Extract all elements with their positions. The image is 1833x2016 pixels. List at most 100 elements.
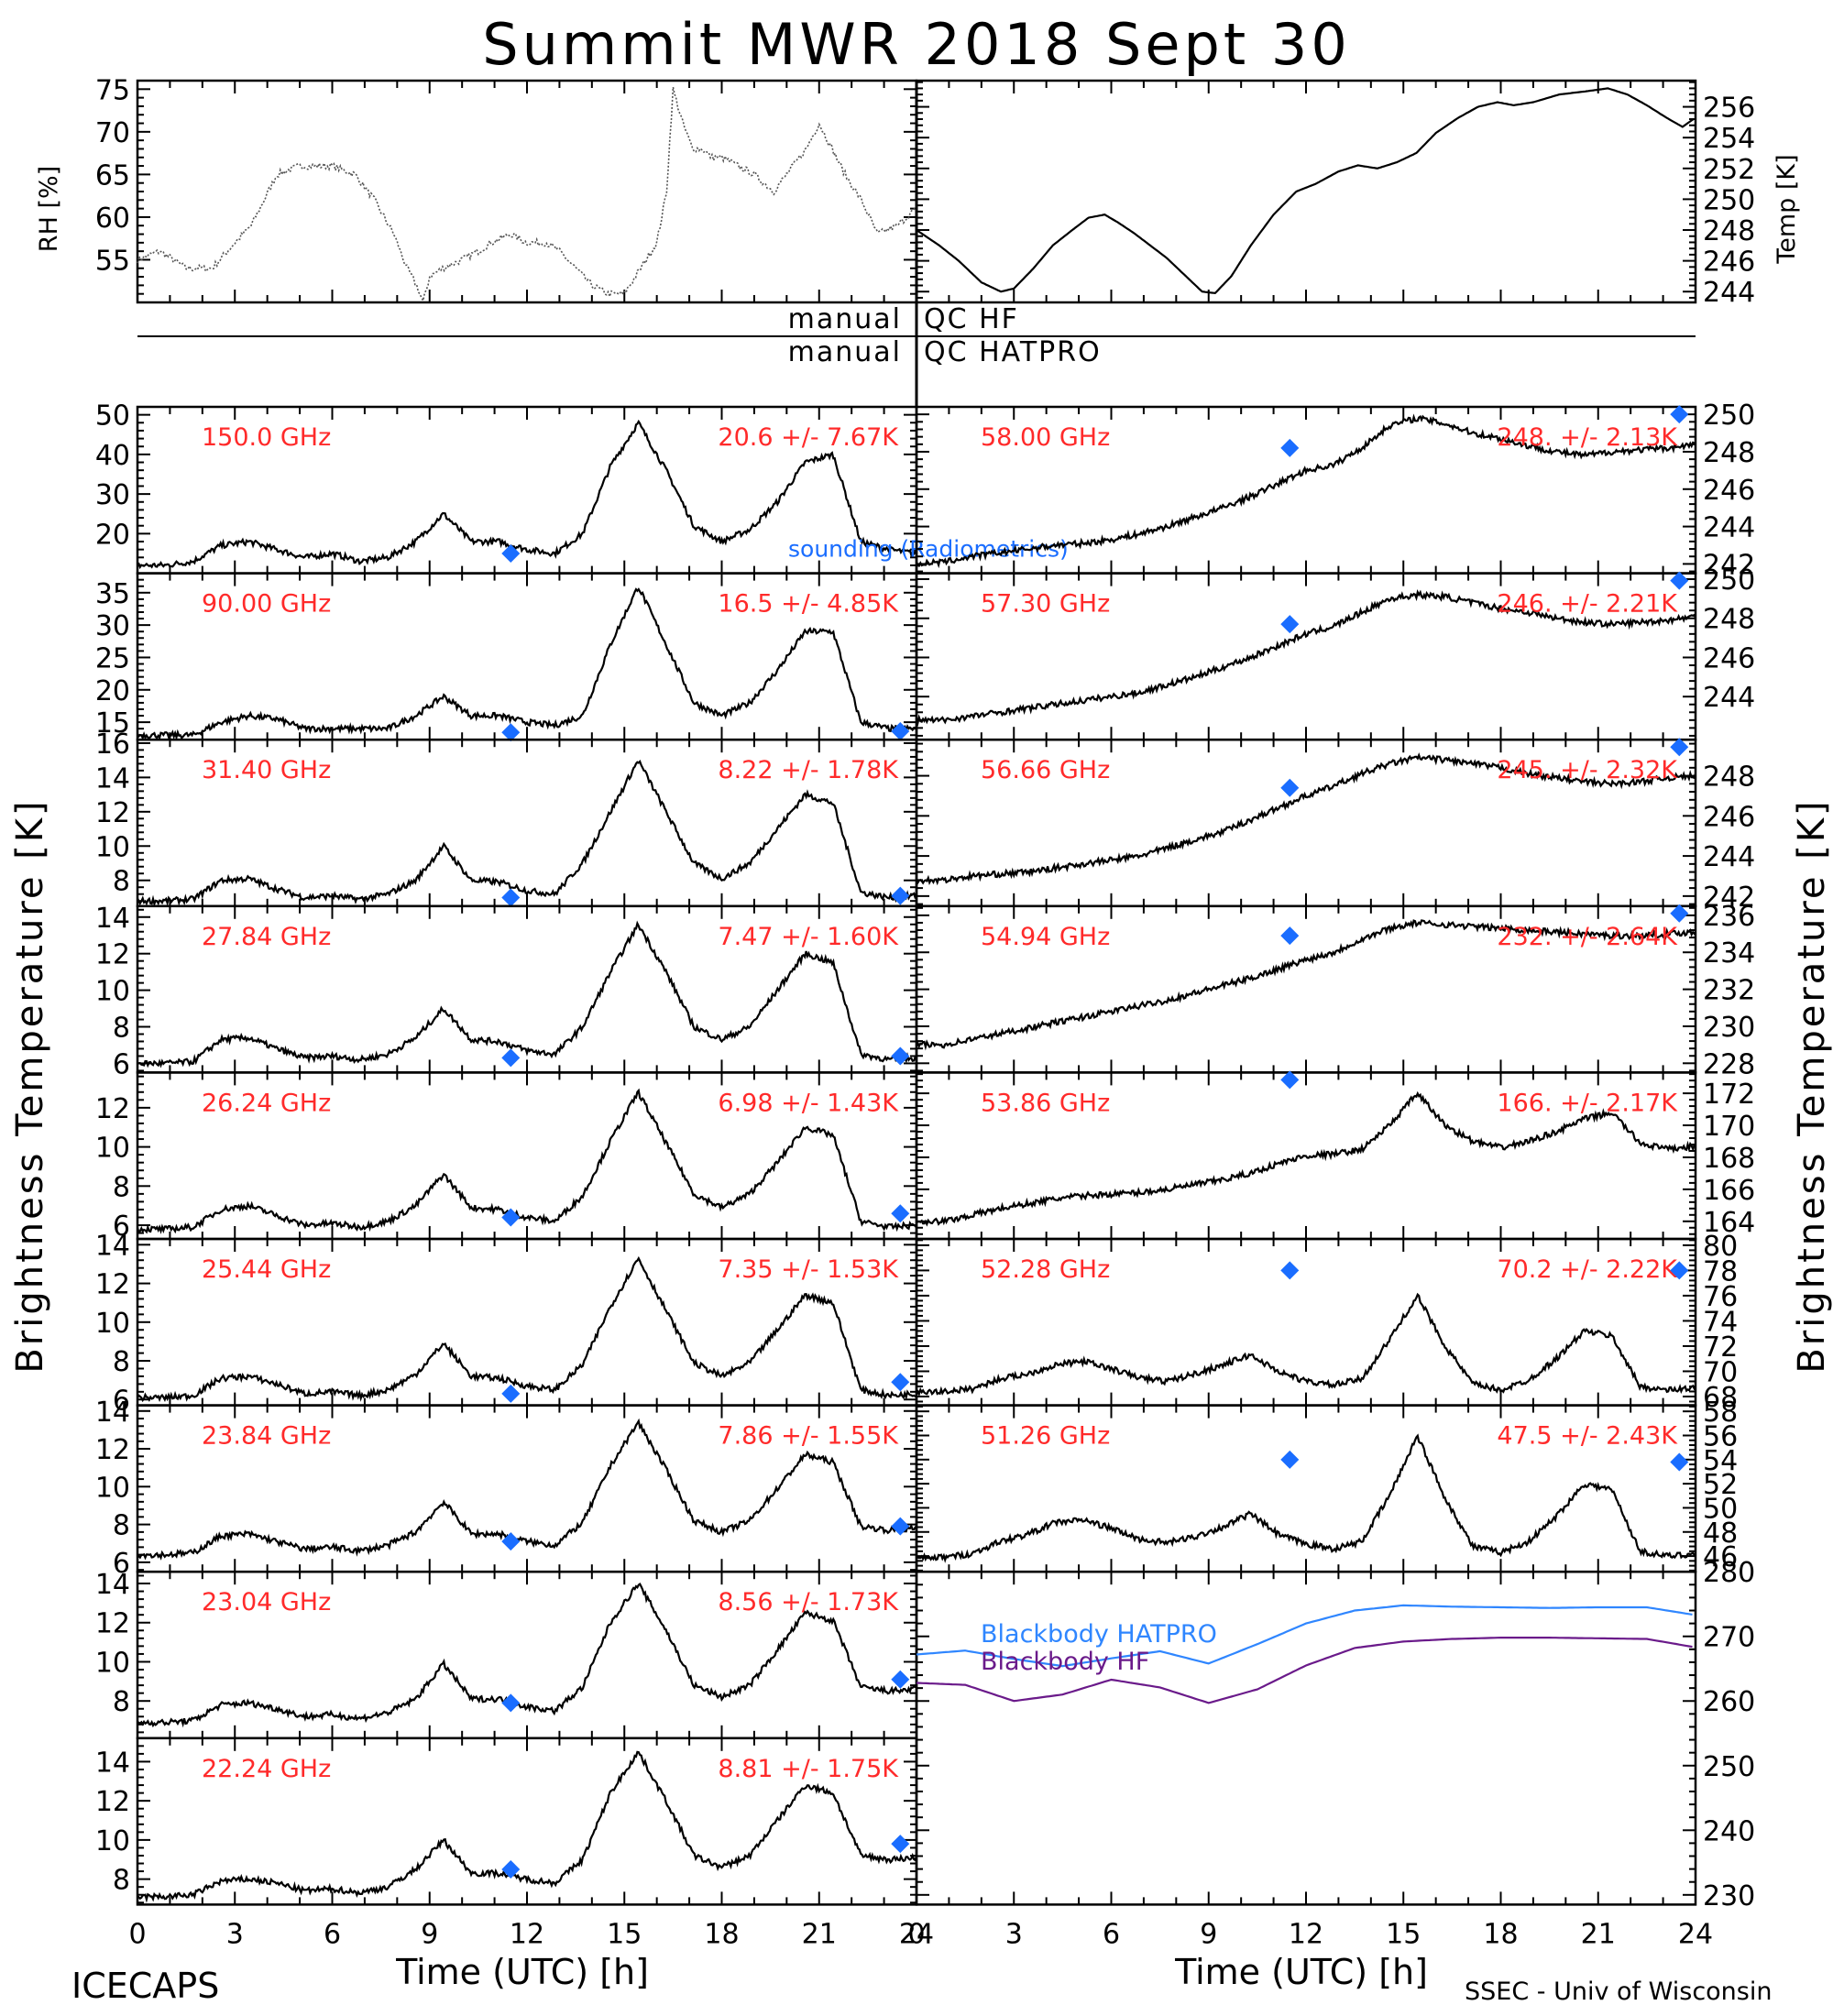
y-tick-label: 12 — [95, 1434, 130, 1466]
y-tick-label: 280 — [1703, 1557, 1755, 1589]
y-tick-label: 228 — [1703, 1048, 1755, 1080]
frequency-label: 54.94 GHz — [981, 923, 1110, 951]
frequency-label: 52.28 GHz — [981, 1255, 1110, 1284]
y-tick-label: 232 — [1703, 975, 1755, 1007]
figure-title: Summit MWR 2018 Sept 30 — [482, 11, 1351, 78]
series-line — [137, 1582, 917, 1728]
y-tick-label: 50 — [1703, 1493, 1738, 1525]
panel-54-94-ghz: 228 230 232 234 236 54.94 GHz 232. +/- 2.64K — [915, 901, 1755, 1080]
y-tick-label: 6 — [113, 1211, 130, 1243]
sounding-marker — [501, 1859, 521, 1879]
frequency-label: 23.84 GHz — [202, 1422, 331, 1451]
sounding-marker — [891, 1373, 910, 1392]
y-tick-label: 12 — [95, 797, 130, 829]
frequency-label: 25.44 GHz — [202, 1255, 331, 1284]
y-tick-label: 248 — [1703, 604, 1755, 636]
series-line — [136, 1088, 917, 1234]
stats-label: 7.86 +/- 1.55K — [718, 1422, 899, 1451]
stats-label: 8.22 +/- 1.78K — [718, 756, 899, 784]
panel-57-30-ghz: 244 246 248 250 57.30 GHz 246. +/- 2.21K — [915, 564, 1755, 741]
panel-22-24-ghz: 8 10 12 14 22.24 GHz 8.81 +/- 1.75K 0 3 6 9 12 15 18… — [95, 1737, 934, 1950]
y-tick-label: 236 — [1703, 901, 1755, 933]
y-tick-label: 246 — [1703, 247, 1755, 279]
stats-label: 16.5 +/- 4.85K — [718, 590, 899, 619]
y-tick-label: 30 — [95, 479, 130, 511]
y-tick-label: 250 — [1703, 564, 1755, 597]
y-tick-label: 52 — [1703, 1469, 1738, 1501]
sounding-marker — [1670, 904, 1689, 923]
y-tick-label: 248 — [1703, 215, 1755, 247]
y-tick-label: 25 — [95, 642, 130, 674]
series-line — [916, 1433, 1696, 1563]
y-tick-label: 166 — [1703, 1175, 1755, 1207]
y-tick-label: 20 — [95, 675, 130, 707]
y-tick-label: 172 — [1703, 1079, 1755, 1111]
stats-label: 248. +/- 2.13K — [1497, 423, 1678, 452]
frequency-label: 90.00 GHz — [202, 590, 331, 619]
stats-label: 232. +/- 2.64K — [1497, 923, 1678, 951]
sounding-marker — [1280, 1261, 1300, 1280]
sounding-marker — [891, 1046, 910, 1066]
series-line — [915, 752, 1697, 886]
sounding-marker — [1280, 438, 1300, 457]
y-tick-label: 10 — [95, 1308, 130, 1340]
y-tick-label: 15 — [95, 707, 130, 740]
sounding-annotation: sounding (Radiometrics) — [788, 536, 1069, 563]
sounding-marker — [1670, 1452, 1689, 1472]
y-tick-label: 8 — [113, 1346, 130, 1378]
frequency-label: 51.26 GHz — [981, 1422, 1110, 1451]
frequency-label: 58.00 GHz — [981, 423, 1110, 452]
y-tick-label: 8 — [113, 1686, 130, 1718]
y-tick-label: 12 — [95, 939, 130, 971]
series-line — [915, 919, 1696, 1051]
sounding-marker — [501, 1048, 521, 1068]
y-tick-label: 12 — [95, 1608, 130, 1640]
y-tick-label: 76 — [1703, 1281, 1738, 1313]
sounding-marker — [501, 888, 521, 907]
panels-group: 5560657075244246248250252254256203040501… — [95, 74, 1755, 1950]
x-tick-label: 24 — [1678, 1918, 1713, 1950]
y-tick-label: 168 — [1703, 1143, 1755, 1175]
x-axis-label-left: Time (UTC) [h] — [395, 1952, 649, 1992]
sounding-marker — [501, 1208, 521, 1227]
x-tick-label: 3 — [226, 1918, 244, 1950]
x-tick-label: 21 — [802, 1918, 837, 1950]
panel-58-00-ghz: 242 244 246 248 250 58.00 GHz 248. +/- 2.13K — [915, 400, 1755, 581]
sounding-marker — [1280, 926, 1300, 946]
y-tick-label: 46 — [1703, 1541, 1738, 1573]
y-tick-label: 250 — [1703, 1751, 1755, 1783]
stats-label: 20.6 +/- 7.67K — [718, 423, 899, 452]
stats-label: 70.2 +/- 2.22K — [1497, 1255, 1678, 1284]
sounding-marker — [891, 1835, 910, 1854]
y-tick-label: 8 — [113, 1013, 130, 1045]
y-tick-label: 8 — [113, 866, 130, 898]
y-tick-label: 14 — [95, 903, 130, 935]
y-tick-label: 246 — [1703, 801, 1755, 833]
y-tick-label: 234 — [1703, 937, 1755, 970]
legend-label-0: Blackbody HATPRO — [981, 1620, 1217, 1649]
legend-label-1: Blackbody HF — [981, 1648, 1149, 1676]
sounding-marker — [1280, 1450, 1300, 1469]
series-line-0 — [916, 1604, 1693, 1668]
y-tick-label: 254 — [1703, 123, 1755, 155]
y-tick-label: 6 — [113, 1048, 130, 1080]
y-tick-label: 244 — [1703, 277, 1755, 309]
series-line — [137, 419, 918, 570]
y-tick-label: 20 — [95, 519, 130, 551]
x-tick-label: 6 — [1103, 1918, 1120, 1950]
y-tick-label: 65 — [95, 159, 130, 192]
y-tick-label: 260 — [1703, 1686, 1755, 1718]
series-line — [915, 588, 1696, 728]
y-tick-label: 72 — [1703, 1331, 1738, 1364]
y-tick-label: 10 — [95, 1472, 130, 1504]
sounding-marker — [891, 1670, 910, 1689]
series-line — [137, 759, 917, 907]
x-tick-label: 0 — [907, 1918, 925, 1950]
x-axis-label-right: Time (UTC) [h] — [1174, 1952, 1428, 1992]
footer-right: SSEC - Univ of Wisconsin — [1465, 1978, 1772, 2006]
y-tick-label: 60 — [95, 203, 130, 235]
frequency-label: 23.04 GHz — [202, 1588, 331, 1616]
